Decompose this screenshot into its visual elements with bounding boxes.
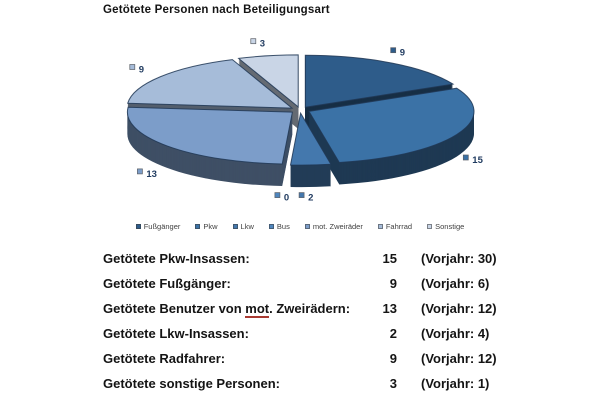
summary-row-value: 15 [382, 251, 397, 266]
legend-swatch-icon [268, 224, 274, 229]
pie-data-label-mot. Zweiräder: 13 [137, 168, 157, 180]
data-label-marker-icon [250, 38, 257, 45]
legend-label: Pkw [203, 222, 218, 231]
summary-row-vorjahr: (Vorjahr: 12) [421, 301, 497, 316]
legend-swatch-icon [135, 224, 141, 229]
pie-data-label-Lkw: 2 [298, 192, 313, 204]
summary-row-label: Getötete Radfahrer: [103, 351, 226, 366]
legend-label: Bus [276, 222, 290, 231]
legend-swatch-icon [304, 224, 310, 229]
legend-swatch-icon [195, 224, 201, 229]
data-label-marker-icon [129, 64, 136, 70]
summary-row: Getötete Benutzer von mot. Zweirädern: 13… [103, 296, 563, 321]
summary-row-vorjahr: (Vorjahr: 4) [421, 326, 490, 341]
summary-row-vorjahr: (Vorjahr: 1) [421, 376, 490, 391]
summary-row-label: Getötete sonstige Personen: [103, 376, 280, 391]
data-label-value: 0 [284, 193, 289, 204]
pie-data-label-Fahrrad: 9 [129, 64, 144, 76]
summary-row-label: Getötete Fußgänger: [103, 276, 231, 291]
pie-slice-Sonstige [237, 54, 299, 108]
pie-slice-Lkw [289, 111, 332, 166]
legend-label: Fußgänger [143, 222, 181, 231]
pie-chart: 9 15 2 0 13 9 3 [126, 38, 484, 204]
legend-swatch-icon [377, 224, 383, 229]
data-label-value: 13 [146, 169, 157, 180]
summary-row-value: 2 [389, 326, 397, 341]
summary-list: Getötete Pkw-Insassen: 15 (Vorjahr: 30) Get… [103, 246, 563, 396]
pie-data-label-Sonstige: 3 [250, 38, 265, 50]
legend-item-Bus: Bus [268, 222, 290, 231]
summary-row: Getötete Radfahrer: 9 (Vorjahr: 12) [103, 346, 563, 371]
data-label-value: 2 [308, 193, 313, 204]
data-label-value: 15 [472, 155, 483, 166]
data-label-marker-icon [274, 192, 281, 198]
summary-row-value: 13 [382, 301, 397, 316]
pie-data-label-Pkw: 15 [462, 154, 484, 166]
chart-title: Getötete Personen nach Beteiligungsart [103, 4, 330, 16]
summary-row-label: Getötete Benutzer von mot. Zweirädern: [103, 301, 351, 318]
legend-label: mot. Zweiräder [312, 222, 363, 231]
data-label-marker-icon [462, 154, 469, 161]
pie-slice-Fahrrad [127, 59, 294, 109]
legend-label: Fahrrad [385, 222, 413, 231]
spellcheck-underline: mot [245, 301, 270, 318]
legend-item-Fahrrad: Fahrrad [377, 222, 413, 231]
summary-row-vorjahr: (Vorjahr: 6) [421, 276, 490, 291]
pie-slice-mot. Zweiräder [126, 106, 294, 165]
legend-item-Lkw: Lkw [232, 222, 254, 231]
summary-row-value: 3 [389, 376, 397, 391]
data-label-marker-icon [137, 168, 143, 175]
pie-slice-Pkw [308, 87, 475, 164]
data-label-marker-icon [298, 192, 305, 198]
legend-item-Fußgänger: Fußgänger [135, 222, 181, 231]
legend-item-Pkw: Pkw [195, 222, 218, 231]
pie-data-label-Fußgänger: 9 [390, 47, 405, 59]
data-label-value: 9 [400, 48, 405, 59]
legend-swatch-icon [427, 224, 433, 229]
chart-legend: Fußgänger Pkw Lkw Bus mot. Zweiräder Fahrrad S… [0, 222, 600, 231]
legend-label: Sonstige [435, 222, 465, 231]
data-label-value: 3 [260, 39, 265, 50]
data-label-value: 9 [139, 65, 144, 76]
summary-row: Getötete Pkw-Insassen: 15 (Vorjahr: 30) [103, 246, 563, 271]
legend-label: Lkw [240, 222, 254, 231]
data-label-marker-icon [390, 47, 397, 54]
summary-row-vorjahr: (Vorjahr: 12) [421, 351, 497, 366]
summary-row: Getötete sonstige Personen: 3 (Vorjahr: 1) [103, 371, 563, 396]
summary-row-value: 9 [389, 351, 397, 366]
summary-row: Getötete Fußgänger: 9 (Vorjahr: 6) [103, 271, 563, 296]
legend-item-Sonstige: Sonstige [427, 222, 464, 231]
summary-row-label: Getötete Lkw-Insassen: [103, 326, 249, 341]
summary-row-label: Getötete Pkw-Insassen: [103, 251, 250, 266]
pie-data-label-Bus: 0 [274, 192, 289, 204]
legend-item-mot. Zweiräder: mot. Zweiräder [304, 222, 363, 231]
summary-row-vorjahr: (Vorjahr: 30) [421, 251, 497, 266]
legend-swatch-icon [232, 224, 238, 229]
pie-slice-Fußgänger [304, 54, 455, 108]
summary-row-value: 9 [389, 276, 397, 291]
summary-row: Getötete Lkw-Insassen: 2 (Vorjahr: 4) [103, 321, 563, 346]
